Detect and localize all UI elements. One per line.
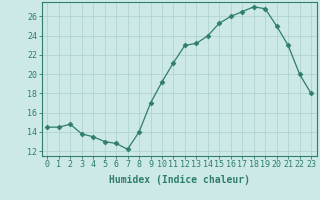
X-axis label: Humidex (Indice chaleur): Humidex (Indice chaleur) xyxy=(109,175,250,185)
